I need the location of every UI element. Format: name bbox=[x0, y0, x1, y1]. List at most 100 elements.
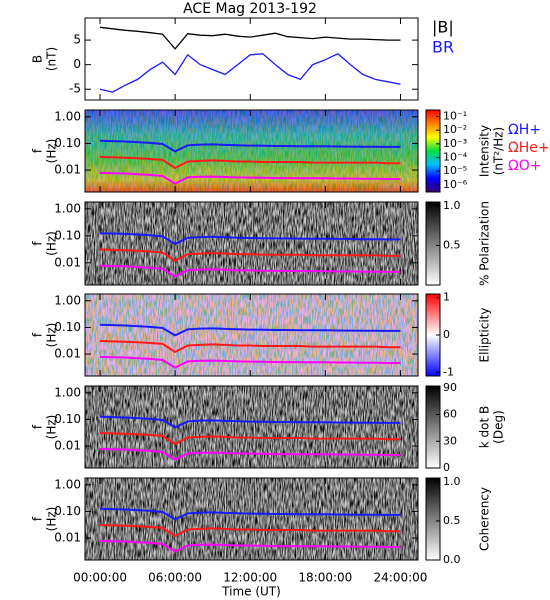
colorbar bbox=[425, 477, 441, 561]
y-tick-label: 0 bbox=[73, 57, 81, 71]
y-tick-label: 0.01 bbox=[54, 255, 81, 269]
colorbar-tick-label: 1.0 bbox=[443, 475, 461, 488]
colorbar-tick-label: 0.5 bbox=[443, 514, 461, 527]
colorbar-tick-label: 10⁻⁴ bbox=[443, 151, 468, 164]
y-tick-label: 0.01 bbox=[54, 163, 81, 177]
y-tick-label: -5 bbox=[69, 82, 81, 96]
plot-area bbox=[99, 26, 401, 93]
gyro-line bbox=[99, 264, 401, 278]
colorbar-tick-label: 1 bbox=[443, 291, 450, 304]
colorbar-tick-label: 0 bbox=[443, 328, 450, 341]
x-tick-label: 24:00:00 bbox=[374, 571, 428, 585]
y-tick-label: 0.10 bbox=[54, 412, 81, 426]
y-tick-label: 0.10 bbox=[54, 504, 81, 518]
colorbar-label: Ellipticity bbox=[478, 308, 492, 363]
y-tick-label: 0.01 bbox=[54, 347, 81, 361]
gyro-line bbox=[99, 507, 401, 521]
gyro-line bbox=[99, 539, 401, 553]
gyro-line bbox=[99, 415, 401, 429]
axes-frame bbox=[84, 109, 419, 193]
colorbar-label: Intensity bbox=[478, 125, 492, 177]
colorbar-label: (Deg) bbox=[492, 410, 506, 444]
plot-area bbox=[85, 478, 418, 560]
y-tick-label: 0.01 bbox=[54, 439, 81, 453]
colorbar-label: Coherency bbox=[478, 487, 492, 551]
colorbar-tick-label: 0.5 bbox=[443, 238, 461, 251]
colorbar-tick-label: 30 bbox=[443, 434, 457, 447]
gyro-line bbox=[99, 171, 401, 185]
colorbar-tick-label: 10⁻⁶ bbox=[443, 178, 468, 191]
gyro-line bbox=[99, 156, 401, 170]
colorbar-label: k dot B bbox=[478, 406, 492, 448]
gyro-line bbox=[99, 432, 401, 446]
y-tick-label: 1.00 bbox=[54, 477, 81, 491]
axes-frame bbox=[84, 293, 419, 377]
y-axis-label: (Hz) bbox=[45, 415, 59, 440]
y-tick-label: 1.00 bbox=[54, 201, 81, 215]
y-axis-label: (Hz) bbox=[45, 323, 59, 348]
gyro-line bbox=[99, 524, 401, 538]
y-axis-label: (Hz) bbox=[45, 507, 59, 532]
colorbar-tick-label: 1.0 bbox=[443, 199, 461, 212]
gyro-line bbox=[99, 323, 401, 337]
y-tick-label: 1.00 bbox=[54, 385, 81, 399]
plot-area bbox=[85, 294, 418, 376]
y-tick-label: 1.00 bbox=[54, 109, 81, 123]
y-axis-label: (Hz) bbox=[45, 139, 59, 164]
x-tick-label: 18:00:00 bbox=[298, 571, 352, 585]
y-tick-label: 1.00 bbox=[54, 293, 81, 307]
legend-entry: |B| bbox=[432, 18, 454, 37]
axes-frame bbox=[84, 477, 419, 561]
gyro-line bbox=[99, 447, 401, 461]
gyro-line bbox=[99, 232, 401, 246]
colorbar-tick-label: 60 bbox=[443, 408, 457, 421]
plot-area bbox=[85, 110, 418, 192]
colorbar-tick-label: -1 bbox=[443, 365, 454, 378]
title: ACE Mag 2013-192 bbox=[183, 1, 317, 17]
legend-entry: BR bbox=[432, 38, 454, 57]
x-axis-label: Time (UT) bbox=[221, 585, 281, 599]
colorbar-tick-label: 10⁻⁵ bbox=[443, 164, 467, 177]
legend-entry: ΩHe+ bbox=[508, 140, 550, 156]
y-axis-label: f bbox=[31, 424, 45, 429]
colorbar-tick-label: 10⁻³ bbox=[443, 137, 467, 150]
y-tick-label: 0.10 bbox=[54, 136, 81, 150]
colorbar-label: % Polarization bbox=[478, 201, 492, 286]
colorbar bbox=[425, 201, 441, 286]
colorbar-label: (nT²/Hz) bbox=[492, 127, 506, 175]
colorbar bbox=[425, 385, 441, 469]
x-tick-label: 12:00:00 bbox=[223, 571, 277, 585]
gyro-line bbox=[99, 340, 401, 354]
colorbar-tick-label: 0.0 bbox=[443, 553, 461, 566]
axes-frame bbox=[84, 385, 419, 469]
colorbar-tick-label: 90 bbox=[443, 381, 457, 394]
series-line bbox=[99, 53, 401, 93]
x-tick-label: 06:00:00 bbox=[148, 571, 202, 585]
y-axis-label: f bbox=[31, 241, 45, 246]
colorbar bbox=[425, 109, 441, 193]
gyro-line bbox=[99, 248, 401, 262]
y-tick-label: 0.10 bbox=[54, 320, 81, 334]
colorbar-tick-label: 10⁻² bbox=[443, 123, 467, 136]
x-tick-label: 00:00:00 bbox=[73, 571, 127, 585]
colorbar-tick-label: 0 bbox=[443, 461, 450, 474]
y-tick-label: 0.01 bbox=[54, 531, 81, 545]
y-axis-label: f bbox=[31, 516, 45, 521]
y-axis-label: (Hz) bbox=[45, 231, 59, 256]
legend-entry: ΩH+ bbox=[508, 122, 541, 138]
y-axis-label: f bbox=[31, 148, 45, 153]
legend-entry: ΩO+ bbox=[508, 158, 541, 174]
y-axis-label: (nT) bbox=[45, 47, 59, 71]
colorbar-tick-label: 10⁻¹ bbox=[443, 110, 467, 123]
gyro-line bbox=[99, 355, 401, 369]
plot-area bbox=[85, 386, 418, 468]
y-axis-label: B bbox=[31, 55, 45, 63]
y-tick-label: 0.10 bbox=[54, 228, 81, 242]
series-line bbox=[99, 26, 401, 50]
gyro-line bbox=[99, 139, 401, 153]
y-axis-label: f bbox=[31, 332, 45, 337]
axes-frame bbox=[84, 17, 419, 101]
axes-frame bbox=[84, 201, 419, 286]
y-tick-label: 5 bbox=[73, 33, 81, 47]
